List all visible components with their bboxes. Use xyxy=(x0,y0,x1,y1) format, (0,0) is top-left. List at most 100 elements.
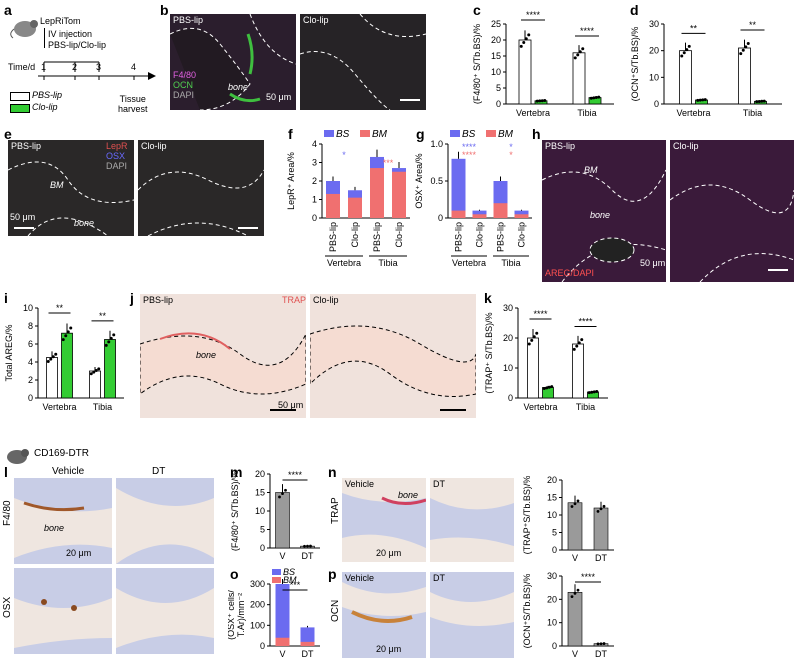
chart-f: 0 1 2 3 4 LepR⁺ Area/% PBS-lip Clo-lip PBS-lip Cl… xyxy=(286,129,410,268)
panel-label-h: h xyxy=(532,126,541,142)
panel-label-l: l xyxy=(4,464,8,480)
y-tick-label: 10 xyxy=(503,363,513,373)
data-point xyxy=(522,41,526,45)
data-point xyxy=(741,48,745,52)
data-point xyxy=(284,488,287,492)
y-tick-label: 0 xyxy=(552,641,557,651)
data-point xyxy=(570,595,574,599)
data-point xyxy=(527,342,531,346)
x-tick-label: DT xyxy=(595,553,607,563)
sig-label: ** xyxy=(56,303,64,313)
mouse-strain: LepRiTom xyxy=(40,16,81,26)
x-tick-label: Vertebra xyxy=(523,402,557,412)
bar-bm xyxy=(275,637,290,646)
panel-label-o: o xyxy=(230,566,239,582)
data-point xyxy=(592,96,596,100)
panel-n-image-dt xyxy=(430,478,514,562)
panel-p-dt-title: DT xyxy=(433,573,445,583)
y-tick-label: 2 xyxy=(312,176,317,186)
data-point xyxy=(545,386,549,390)
data-point xyxy=(572,347,576,351)
data-point xyxy=(590,390,594,394)
legend-bm-swatch xyxy=(486,130,496,137)
x-tick-label: V xyxy=(572,553,578,563)
data-point xyxy=(757,99,761,103)
group-label: Vertebra xyxy=(452,258,486,268)
x-tick-label: Tibia xyxy=(577,108,596,118)
chart-n: 0 5 10 15 20 (TRAP⁺S/Tb.BS)/% V DT xyxy=(522,475,614,563)
x-tick-label: DT xyxy=(302,551,314,561)
panel-e-bm: BM xyxy=(50,180,64,190)
data-point xyxy=(698,98,702,102)
data-point xyxy=(755,100,759,104)
data-point xyxy=(599,507,603,511)
y-tick-label: 2 xyxy=(28,375,33,385)
panel-j-clo-title: Clo-lip xyxy=(313,295,339,305)
chart-o: 0 100 200 300 (OSX⁺ cells/T.Ar)/mm⁻² V DT BSBM*… xyxy=(228,568,320,659)
data-point xyxy=(530,338,534,342)
chart-p: 0 10 20 30 (OCN⁺S/Tb.BS)/% V DT **** xyxy=(522,571,614,659)
data-point xyxy=(61,338,65,342)
bar xyxy=(572,343,584,399)
bar xyxy=(567,502,583,551)
panel-p-vehicle-title: Vehicle xyxy=(345,573,375,583)
panel-label-a: a xyxy=(4,2,12,18)
timeline xyxy=(38,61,156,80)
bar-bm xyxy=(348,197,362,218)
data-point xyxy=(587,391,591,395)
sig-label: **** xyxy=(526,10,541,20)
y-tick-label: 0 xyxy=(654,99,659,109)
panel-h-stain: AREG/DAPI xyxy=(545,268,595,278)
sig-label: *** xyxy=(383,158,394,168)
data-point xyxy=(576,53,580,57)
cd169-mouse-label: CD169-DTR xyxy=(34,448,90,459)
panel-p-image-vehicle xyxy=(342,572,426,658)
panel-e-image-pbs xyxy=(8,140,134,236)
y-tick-label: 200 xyxy=(250,600,265,610)
legend-bm-label: BM xyxy=(498,129,514,140)
panel-label-n: n xyxy=(328,464,337,480)
data-point xyxy=(744,45,748,49)
y-axis-label: (OCN⁺S/Tb.BS)/% xyxy=(522,574,532,649)
panel-label-p: p xyxy=(328,566,337,582)
bar xyxy=(46,357,58,399)
y-tick-label: 20 xyxy=(491,35,501,45)
panel-b-image-clo xyxy=(300,14,426,110)
data-point xyxy=(532,335,536,339)
bar xyxy=(275,492,290,549)
sig-label: * xyxy=(509,150,513,160)
panel-e-stain-osx: OSX xyxy=(106,151,126,161)
legend-bs-swatch xyxy=(272,569,281,575)
group-label: Tibia xyxy=(378,258,397,268)
panel-n-row-label: TRAP xyxy=(330,497,341,524)
panel-e-pbs-title: PBS-lip xyxy=(11,141,42,151)
panel-b-clo-title: Clo-lip xyxy=(303,15,329,25)
panel-p-image-dt xyxy=(430,572,514,658)
x-tick-label: Tibia xyxy=(93,402,112,412)
y-tick-label: 5 xyxy=(496,83,501,93)
data-point xyxy=(104,343,108,347)
panel-j-pbs-title: PBS-lip xyxy=(143,295,174,305)
day-4: 4 xyxy=(131,62,137,72)
panel-l-col-vehicle: Vehicle xyxy=(52,466,85,477)
panel-l-bone: bone xyxy=(44,523,65,533)
sig-label: **** xyxy=(462,150,477,160)
data-point xyxy=(51,355,55,359)
y-tick-label: 0 xyxy=(28,393,33,403)
y-tick-label: 20 xyxy=(649,46,659,56)
y-tick-label: 30 xyxy=(649,19,659,29)
data-point xyxy=(595,390,599,394)
sig-label: *** xyxy=(290,580,301,590)
data-point xyxy=(112,333,116,337)
y-tick-label: 1 xyxy=(312,195,317,205)
y-tick-label: 0 xyxy=(496,99,501,109)
panel-b-stain-ocn: OCN xyxy=(173,80,193,90)
panel-b-bone: bone xyxy=(228,82,249,92)
x-tick-label: PBS-lip xyxy=(372,222,382,252)
legend-bm-swatch xyxy=(272,577,281,583)
y-axis-label: LepR⁺ Area/% xyxy=(286,152,296,210)
y-tick-label: 10 xyxy=(649,72,659,82)
data-point xyxy=(109,336,113,340)
data-point xyxy=(527,33,531,37)
data-point xyxy=(594,95,598,99)
